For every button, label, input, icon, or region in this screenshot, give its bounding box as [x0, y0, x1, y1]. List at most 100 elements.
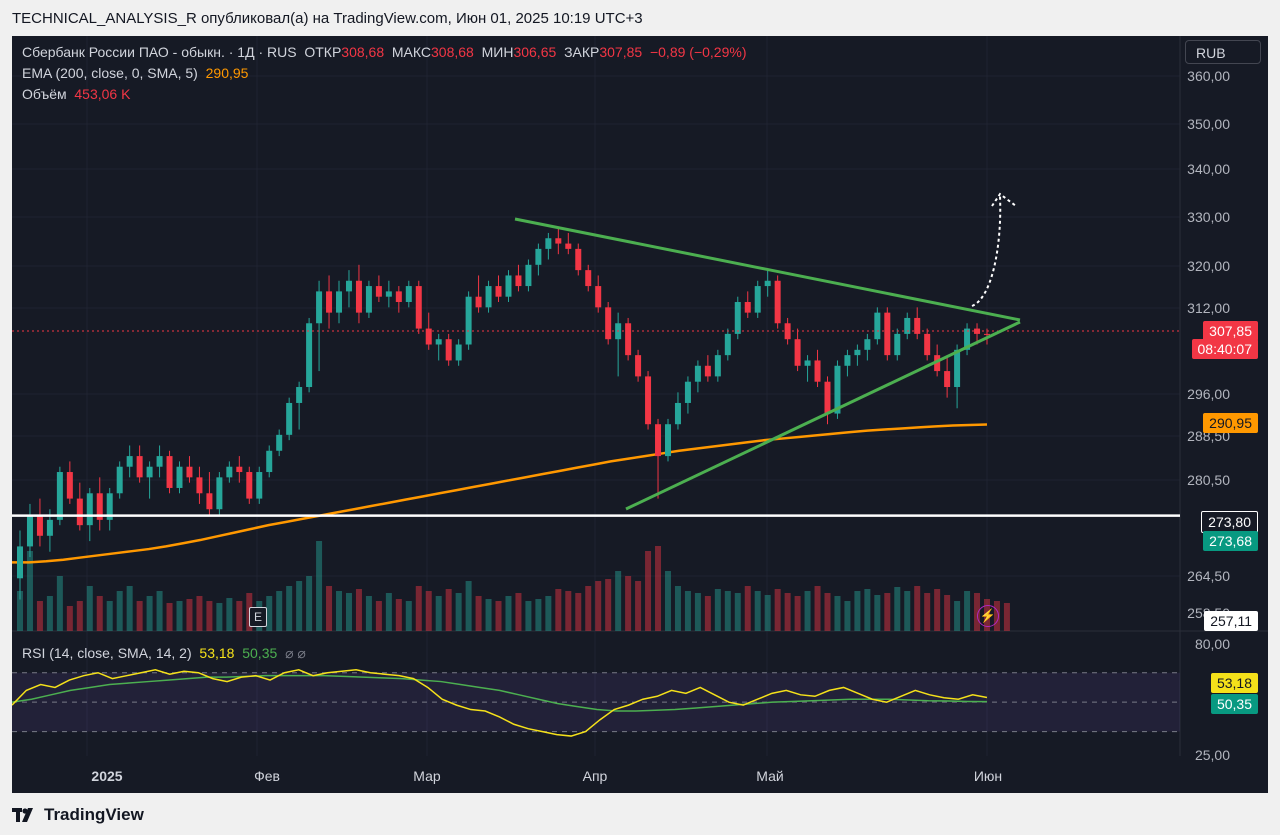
chart-canvas[interactable]: 360,00 350,00 340,00 330,00 320,00 312,00 296,… — [12, 36, 1268, 793]
volume-bar — [465, 581, 472, 631]
volume-bar — [754, 591, 761, 631]
volume-bar — [206, 601, 213, 631]
candle-body — [655, 424, 662, 457]
volume-bar — [535, 599, 542, 631]
candle-body — [744, 302, 751, 313]
volume-bar — [505, 596, 512, 631]
chart-panel[interactable]: 360,00 350,00 340,00 330,00 320,00 312,00 296,… — [12, 36, 1268, 793]
candle-body — [435, 339, 442, 345]
candle-body — [944, 371, 951, 388]
volume-bar — [834, 596, 841, 631]
candle-body — [166, 456, 173, 488]
rsi-label[interactable]: RSI (14, close, SMA, 14, 2) — [22, 645, 192, 661]
volume-bar — [824, 593, 831, 631]
candle-body — [565, 243, 572, 249]
axes: 360,00 350,00 340,00 330,00 320,00 312,00 296,… — [91, 68, 1230, 784]
ema200-line — [12, 423, 988, 564]
volume-bar — [694, 593, 701, 631]
ema-legend[interactable]: EMA (200, close, 0, SMA, 5) 290,95 — [22, 65, 248, 81]
volume-bar — [545, 596, 552, 631]
candle-body — [76, 498, 83, 526]
ema-value: 290,95 — [205, 65, 249, 81]
candle-body — [26, 514, 33, 547]
bolt-icon[interactable]: ⚡ — [977, 605, 999, 627]
candle-body — [635, 355, 642, 377]
candle-body — [17, 546, 23, 579]
volume-bar — [1003, 603, 1010, 631]
price-tick: 296,00 — [1187, 386, 1230, 402]
candle-body — [365, 286, 372, 313]
candle-body — [904, 317, 911, 334]
volume-label[interactable]: Объём — [22, 86, 67, 102]
volume-bar — [704, 596, 711, 631]
volume-price-label: 257,11 — [1204, 611, 1258, 631]
ema-price-label: 290,95 — [1203, 413, 1258, 433]
volume-bar — [934, 589, 941, 631]
rsi-sma-line — [12, 674, 988, 712]
publish-header-text: TECHNICAL_ANALYSIS_R опубликовал(а) на T… — [12, 10, 643, 27]
volume-value: 453,06 K — [74, 86, 131, 102]
rsi-legend[interactable]: RSI (14, close, SMA, 14, 2) 53,18 50,35 … — [22, 645, 306, 662]
volume-bar — [794, 596, 801, 631]
candle-body — [585, 270, 592, 287]
candle-body — [684, 381, 691, 403]
volume-bar — [415, 586, 422, 631]
drawing-overlay — [12, 192, 1180, 517]
volume-bar — [146, 596, 153, 631]
volume-legend[interactable]: Объём 453,06 K — [22, 86, 130, 102]
candle-body — [206, 493, 213, 510]
candle-body — [96, 493, 103, 520]
price-tick: 264,50 — [1187, 568, 1230, 584]
high-label: МАКС — [391, 44, 431, 60]
symbol-legend[interactable]: Сбербанк России ПАО - обыкн. · 1Д · RUS … — [22, 44, 746, 60]
volume-bar — [684, 591, 691, 631]
candle-body — [485, 286, 492, 308]
candle-body — [186, 466, 193, 478]
volume-bar — [385, 593, 392, 631]
candle-body — [56, 472, 63, 520]
candle-body — [864, 339, 871, 350]
rsi-sma-value: 50,35 — [242, 645, 278, 661]
candle-body — [764, 280, 771, 287]
symbol-name[interactable]: Сбербанк России ПАО - обыкн. · 1Д · RUS — [22, 44, 297, 60]
support-price-label: 273,80 — [1201, 511, 1258, 533]
volume-bar — [515, 593, 522, 631]
candle-body — [126, 456, 133, 467]
candle-body — [226, 466, 233, 478]
ema-label[interactable]: EMA (200, close, 0, SMA, 5) — [22, 65, 198, 81]
time-tick: Фев — [254, 768, 280, 784]
candle-body — [674, 402, 681, 425]
candle-body — [595, 286, 602, 308]
candle-body — [794, 339, 801, 366]
candle-body — [874, 312, 881, 340]
volume-bar — [874, 595, 881, 631]
tradingview-logo[interactable]: TradingView — [12, 805, 144, 825]
volume-bar — [924, 593, 931, 631]
rsi-value: 53,18 — [199, 645, 235, 661]
change-value: −0,89 (−0,29%) — [649, 44, 747, 60]
candle-body — [515, 275, 522, 287]
volume-bar — [26, 551, 33, 631]
volume-bar — [734, 593, 741, 631]
visibility-icons[interactable]: ⌀ ⌀ — [285, 645, 306, 661]
high-value: 308,68 — [431, 44, 474, 60]
candle-body — [296, 387, 303, 403]
candle-body — [664, 424, 671, 457]
volume-bar — [276, 591, 283, 631]
volume-bar — [854, 591, 861, 631]
upper-trendline — [514, 217, 1021, 322]
candle-body — [724, 333, 731, 356]
volume-bar — [76, 601, 83, 631]
ema-line — [12, 423, 988, 564]
volume-bar — [714, 589, 721, 631]
earnings-badge[interactable]: E — [249, 607, 267, 627]
volume-bar — [625, 576, 632, 631]
volume-bar — [326, 586, 333, 631]
candle-body — [395, 291, 402, 303]
volume-bar — [954, 601, 961, 631]
currency-button[interactable]: RUB — [1185, 40, 1261, 64]
volume-bar — [655, 546, 662, 631]
brand-name: TradingView — [44, 805, 144, 824]
volume-bar — [964, 591, 971, 631]
volume-bar — [485, 599, 492, 631]
